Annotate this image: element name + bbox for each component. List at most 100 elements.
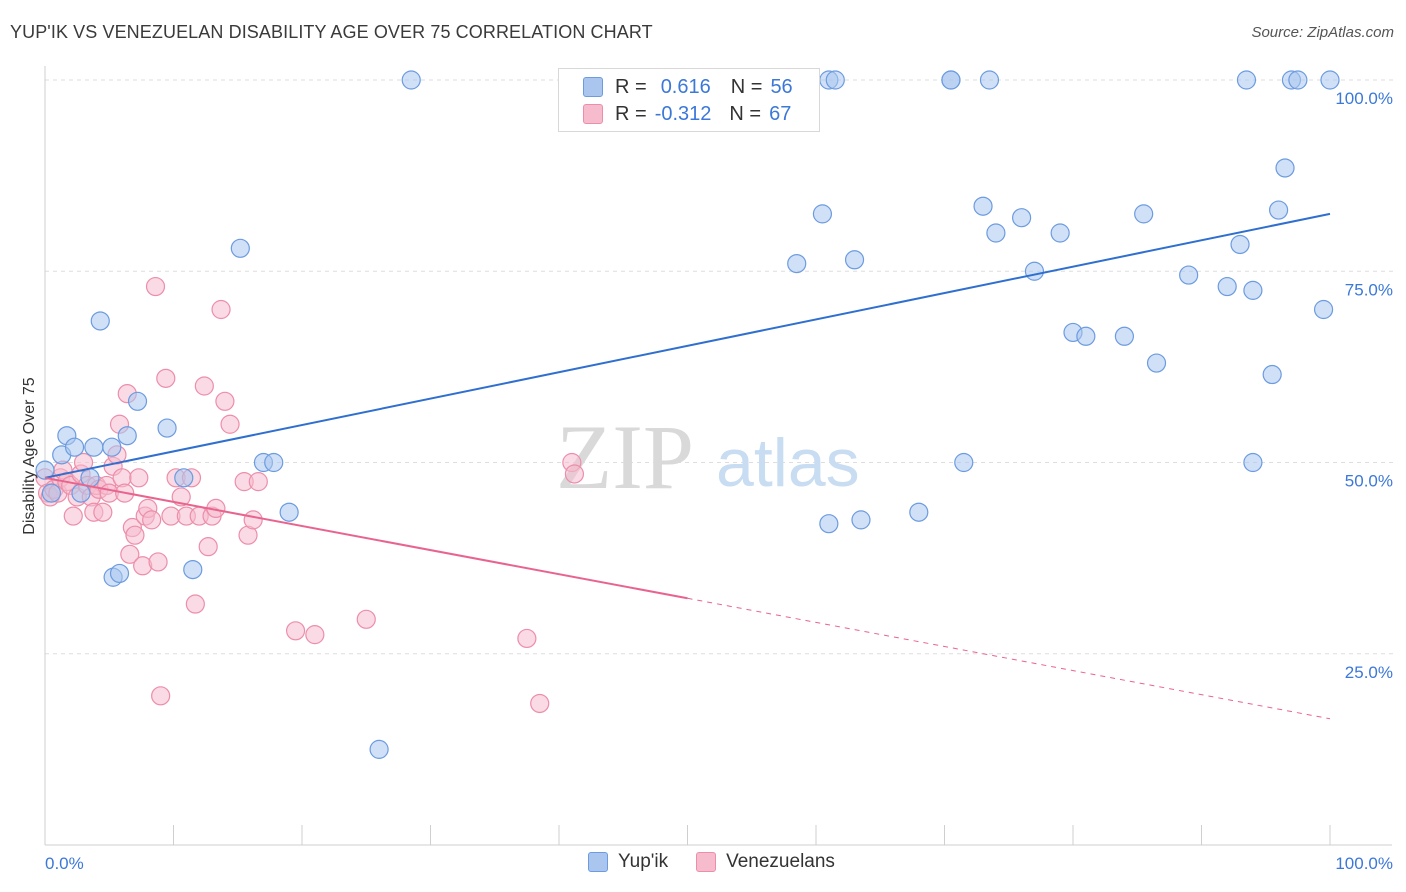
trend-lines xyxy=(44,212,1331,720)
yupik-point-42 xyxy=(1114,326,1135,346)
watermark-atlas: atlas xyxy=(716,425,860,501)
venezuelan-point-30 xyxy=(129,468,149,488)
y-tick-label-100: 100.0% xyxy=(1335,89,1393,108)
yupik-point-7 xyxy=(84,437,104,457)
venezuelan-point-34 xyxy=(142,510,162,530)
yupik-point-13 xyxy=(127,391,148,411)
venezuelan-point-60 xyxy=(517,628,537,649)
venezuelan-point-58 xyxy=(305,625,325,645)
venezuelan-trend-extension xyxy=(687,597,1331,720)
correlation-legend: R = 0.616 N = 56 R = -0.312 N = 67 xyxy=(558,68,820,132)
yupik-point-15 xyxy=(174,468,194,488)
yupik-point-46 xyxy=(1217,276,1237,297)
yupik-point-29 xyxy=(851,510,871,530)
venezuelan-point-56 xyxy=(248,472,268,492)
venezuelan-point-38 xyxy=(156,368,176,388)
venezuelan-point-9 xyxy=(63,506,83,526)
series-legend: Yup'ik Venezuelans xyxy=(588,851,863,873)
axes xyxy=(44,66,1392,846)
x-tick-labels: 0.0% 100.0% xyxy=(45,854,1393,873)
series-label-venezuelans: Venezuelans xyxy=(726,851,835,872)
venezuelan-point-44 xyxy=(185,594,205,614)
yupik-point-28 xyxy=(844,250,865,270)
legend-swatch-yupik xyxy=(583,77,603,97)
yupik-point-45 xyxy=(1179,265,1199,285)
venezuelan-point-57 xyxy=(285,621,306,641)
legend-r-label: R = xyxy=(615,102,647,125)
legend-r-value: -0.312 xyxy=(654,102,712,125)
y-tick-label-50: 50.0% xyxy=(1345,472,1393,491)
yupik-point-1 xyxy=(41,483,62,503)
yupik-point-55 xyxy=(1288,70,1308,90)
yupik-point-34 xyxy=(973,196,993,216)
series-legend-yupik[interactable]: Yup'ik xyxy=(588,851,668,873)
yupik-point-11 xyxy=(109,563,130,584)
yupik-point-14 xyxy=(157,418,177,438)
yupik-point-24 xyxy=(812,204,833,224)
yupik-point-9 xyxy=(102,437,122,457)
yupik-point-38 xyxy=(1024,261,1045,281)
yupik-point-47 xyxy=(1230,234,1250,255)
venezuelan-point-52 xyxy=(220,414,240,434)
yupik-point-56 xyxy=(1313,299,1334,320)
venezuelan-point-61 xyxy=(530,693,550,714)
data-points xyxy=(35,70,1340,759)
grid-lines xyxy=(45,79,1395,655)
venezuelan-point-63 xyxy=(564,464,585,484)
yupik-point-22 xyxy=(369,739,389,759)
venezuelan-point-35 xyxy=(145,276,166,297)
legend-row-venezuelans: R = -0.312 N = 67 xyxy=(583,101,791,127)
legend-n-label: N = xyxy=(730,75,763,98)
yupik-point-20 xyxy=(279,502,299,522)
yupik-point-25 xyxy=(819,514,839,534)
venezuelan-point-55 xyxy=(243,510,263,530)
legend-swatch-venezuelans xyxy=(583,104,603,124)
yupik-point-51 xyxy=(1262,364,1282,385)
yupik-point-49 xyxy=(1243,452,1263,473)
yupik-point-27 xyxy=(825,70,845,90)
venezuelan-point-46 xyxy=(194,376,214,396)
watermark: ZIP atlas xyxy=(556,406,860,508)
yupik-point-12 xyxy=(117,426,137,446)
series-swatch-venezuelans xyxy=(696,852,717,872)
venezuelan-trend-line xyxy=(44,476,688,600)
yupik-point-4 xyxy=(64,437,85,457)
venezuelan-point-29 xyxy=(125,525,145,545)
series-legend-venezuelans[interactable]: Venezuelans xyxy=(696,851,835,873)
yupik-point-52 xyxy=(1268,200,1289,220)
legend-n-label: N = xyxy=(729,102,762,125)
venezuelan-point-47 xyxy=(198,537,218,557)
y-tick-labels: 25.0% 50.0% 75.0% 100.0% xyxy=(1335,89,1393,682)
chart-title: YUP'IK VS VENEZUELAN DISABILITY AGE OVER… xyxy=(10,22,653,42)
y-tick-label-25: 25.0% xyxy=(1345,663,1393,682)
yupik-point-44 xyxy=(1146,353,1167,373)
venezuelan-point-50 xyxy=(211,299,231,320)
yupik-point-23 xyxy=(787,254,807,274)
yupik-point-32 xyxy=(941,70,961,90)
yupik-point-19 xyxy=(264,452,284,473)
yupik-point-43 xyxy=(1134,204,1154,224)
venezuelan-point-59 xyxy=(356,609,376,629)
x-tick-label-100: 100.0% xyxy=(1335,854,1393,873)
legend-r-value: 0.616 xyxy=(660,75,711,98)
legend-n-value: 67 xyxy=(769,102,792,125)
yupik-point-37 xyxy=(1011,208,1032,228)
source-label: Source: ZipAtlas.com xyxy=(1251,24,1394,41)
series-label-yupik: Yup'ik xyxy=(618,851,669,872)
venezuelan-point-36 xyxy=(148,552,168,572)
venezuelan-point-18 xyxy=(93,502,113,522)
venezuelan-point-37 xyxy=(151,686,171,706)
venezuelan-point-51 xyxy=(215,391,235,411)
yupik-point-50 xyxy=(1243,280,1263,300)
y-tick-label-75: 75.0% xyxy=(1345,280,1393,299)
yupik-point-39 xyxy=(1050,223,1070,243)
yupik-point-16 xyxy=(183,559,203,580)
yupik-point-21 xyxy=(401,70,421,90)
yupik-point-33 xyxy=(954,452,974,473)
yupik-point-35 xyxy=(979,70,1000,90)
legend-r-label: R = xyxy=(615,75,647,98)
legend-row-yupik: R = 0.616 N = 56 xyxy=(583,74,793,100)
legend-n-value: 56 xyxy=(770,75,793,98)
yupik-point-0 xyxy=(35,460,55,480)
